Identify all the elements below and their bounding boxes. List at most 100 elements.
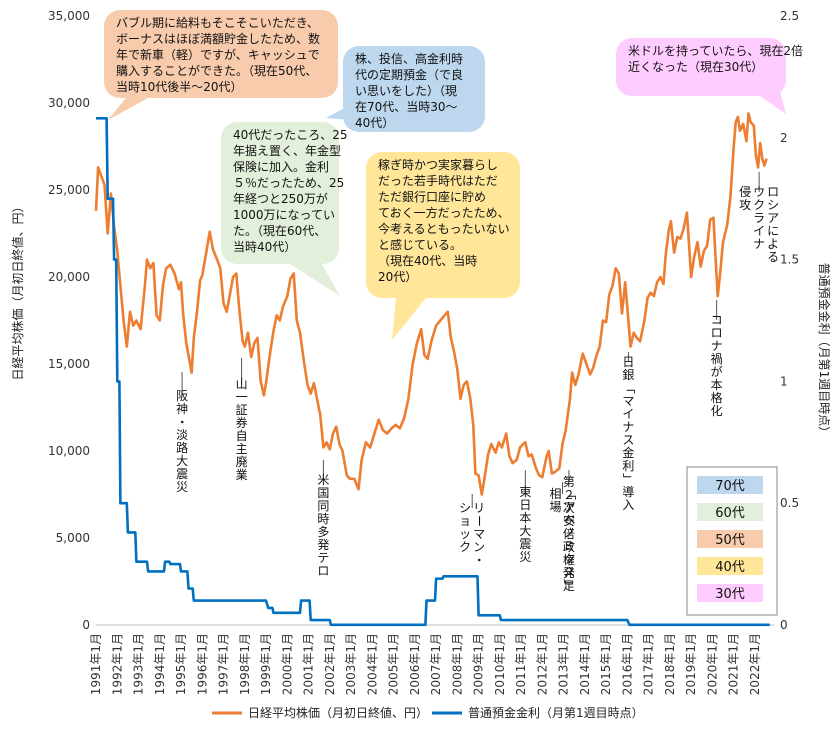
event-label-char: ロ — [767, 185, 779, 199]
event-label-char: 日 — [519, 498, 531, 512]
event-label-char: 山 — [236, 377, 248, 391]
y-left-tick-label: 5,000 — [56, 531, 90, 545]
generation-legend-label: 50代 — [715, 533, 745, 548]
event-label-char: 次 — [563, 501, 575, 515]
event-label-char: 」 — [621, 473, 635, 485]
event-label-char: ア — [564, 500, 576, 514]
event-label-char: 発 — [563, 566, 575, 580]
callout-text-line: 年で新車（軽）ですが、キャッシュで — [116, 47, 320, 62]
generation-legend-label: 70代 — [715, 479, 745, 494]
callout-text-line: た。（現在60代、 — [233, 224, 326, 238]
event-label-char: ク — [753, 198, 765, 212]
x-tick-label: 2003年1月 — [344, 633, 358, 695]
event-label-char: 「 — [563, 488, 577, 500]
x-tick-label: 2001年1月 — [302, 633, 316, 695]
callout-text-line: 在70代、当時30～ — [355, 100, 458, 114]
event-label-char: シ — [767, 198, 779, 212]
x-tick-label: 2009年1月 — [472, 633, 486, 695]
y-left-tick-label: 30,000 — [48, 96, 90, 110]
callout-text-line: （現在40代、当時 — [378, 254, 477, 268]
event-label-char: 格 — [711, 390, 723, 405]
callout-text-line: ておく一方だったため、 — [378, 205, 510, 220]
x-tick-label: 2013年1月 — [557, 633, 571, 695]
event-label-char: ョ — [459, 514, 471, 528]
event-label-char: ッ — [459, 527, 471, 541]
x-tick-label: 2007年1月 — [429, 633, 443, 695]
event-label-char: 廃 — [236, 454, 248, 469]
event-label-char: 安 — [563, 513, 575, 528]
event-label-char: ウ — [753, 185, 765, 199]
x-tick-label: 2011年1月 — [514, 633, 528, 695]
event-label-char: 倍 — [563, 526, 575, 541]
callout-text-line: 米ドルを持っていたら、現在2倍 — [628, 43, 803, 58]
event-label-char: が — [711, 364, 723, 379]
callout-50代: バブル期に給料もそこそこいただき、ボーナスはほぼ満額貯金したため、数年で新車（軽… — [104, 10, 338, 120]
x-tick-label: 2005年1月 — [387, 633, 401, 695]
event-label-char: 「 — [621, 382, 635, 394]
y-right-tick-label: 1 — [780, 374, 788, 388]
event-label-char: 足 — [563, 579, 575, 593]
event-label-char: 金 — [622, 445, 634, 460]
event-label-char: ナ — [753, 237, 765, 251]
y-left-tick-label: 0 — [82, 618, 90, 632]
event-label-char: 主 — [236, 442, 248, 456]
y-left-tick-label: 35,000 — [48, 9, 90, 23]
callout-text-line: ボーナスはほぼ満額貯金したため、数 — [116, 31, 320, 46]
callout-text-line: 年据え置く、年金型 — [233, 143, 341, 158]
generation-legend-swatch — [697, 476, 763, 494]
event-label-char: ロ — [317, 564, 329, 578]
callout-text-line: バブル期に給料もそこそこいただき、 — [116, 15, 319, 30]
event-label-char: イ — [753, 224, 765, 238]
x-tick-label: 2000年1月 — [280, 633, 294, 695]
event-label-char: ミ — [564, 539, 576, 553]
series-legend-label: 日経平均株価（月初日終値、円） — [248, 705, 428, 720]
x-tick-label: 2021年1月 — [727, 633, 741, 695]
event-label-char: シ — [459, 501, 471, 515]
generation-legend-swatch — [697, 503, 763, 521]
y-left-tick-label: 20,000 — [48, 270, 90, 284]
callout-box — [366, 152, 520, 298]
event-label-char: 災 — [519, 550, 531, 564]
event-label-char: る — [767, 250, 779, 264]
event-label-char: 攻 — [739, 198, 751, 212]
event-label-char: ク — [564, 552, 576, 566]
callout-text-line: 株、投信、高金利時 — [355, 51, 463, 66]
event-label-char: 時 — [317, 512, 329, 526]
series-legend-label: 普通預金金利（月第1週目時点） — [468, 705, 644, 720]
x-tick-label: 2010年1月 — [493, 633, 507, 695]
generation-legend-label: 60代 — [715, 506, 745, 521]
x-tick-label: 2004年1月 — [365, 633, 379, 695]
generation-legend-swatch — [697, 584, 763, 602]
event-label-char: 多 — [317, 525, 329, 539]
callout-text-line: ただ銀行口座に貯め — [378, 189, 486, 204]
event-label-char: 業 — [236, 468, 248, 482]
callout-box — [616, 38, 786, 96]
x-tick-label: 1994年1月 — [153, 633, 167, 695]
event-label-char: 一 — [236, 390, 248, 404]
event-label-char: 自 — [236, 429, 248, 443]
event-label-char: 災 — [176, 480, 188, 494]
event-label-char: 大 — [519, 524, 531, 538]
callout-box — [343, 46, 485, 132]
event-label-char: 権 — [563, 552, 575, 567]
event-label-char: 禍 — [711, 351, 723, 366]
event-label-char: コ — [711, 313, 723, 327]
generation-legend-label: 30代 — [715, 587, 745, 602]
callout-text-line: 当時10代後半～20代） — [116, 80, 243, 94]
callout-text-line: 年経つと250万が — [233, 191, 328, 206]
x-tick-label: 2017年1月 — [642, 633, 656, 695]
event-label-char: ナ — [711, 339, 723, 353]
event-label-char: ン — [473, 540, 485, 554]
event-label-char: 東 — [519, 485, 531, 499]
event-label-char: 政 — [563, 540, 575, 554]
event-label-char: 利 — [622, 459, 634, 473]
event-label-char: ア — [767, 211, 779, 225]
x-tick-label: 1997年1月 — [217, 633, 231, 695]
event-label-char: 券 — [236, 415, 248, 430]
callout-text-line: だった若手時代はただ — [378, 174, 498, 188]
event-label-char: 証 — [236, 403, 248, 417]
event-label-char: 本 — [519, 511, 531, 525]
event-label-char: リ — [473, 501, 485, 515]
event-label-char: 銀 — [622, 368, 634, 382]
